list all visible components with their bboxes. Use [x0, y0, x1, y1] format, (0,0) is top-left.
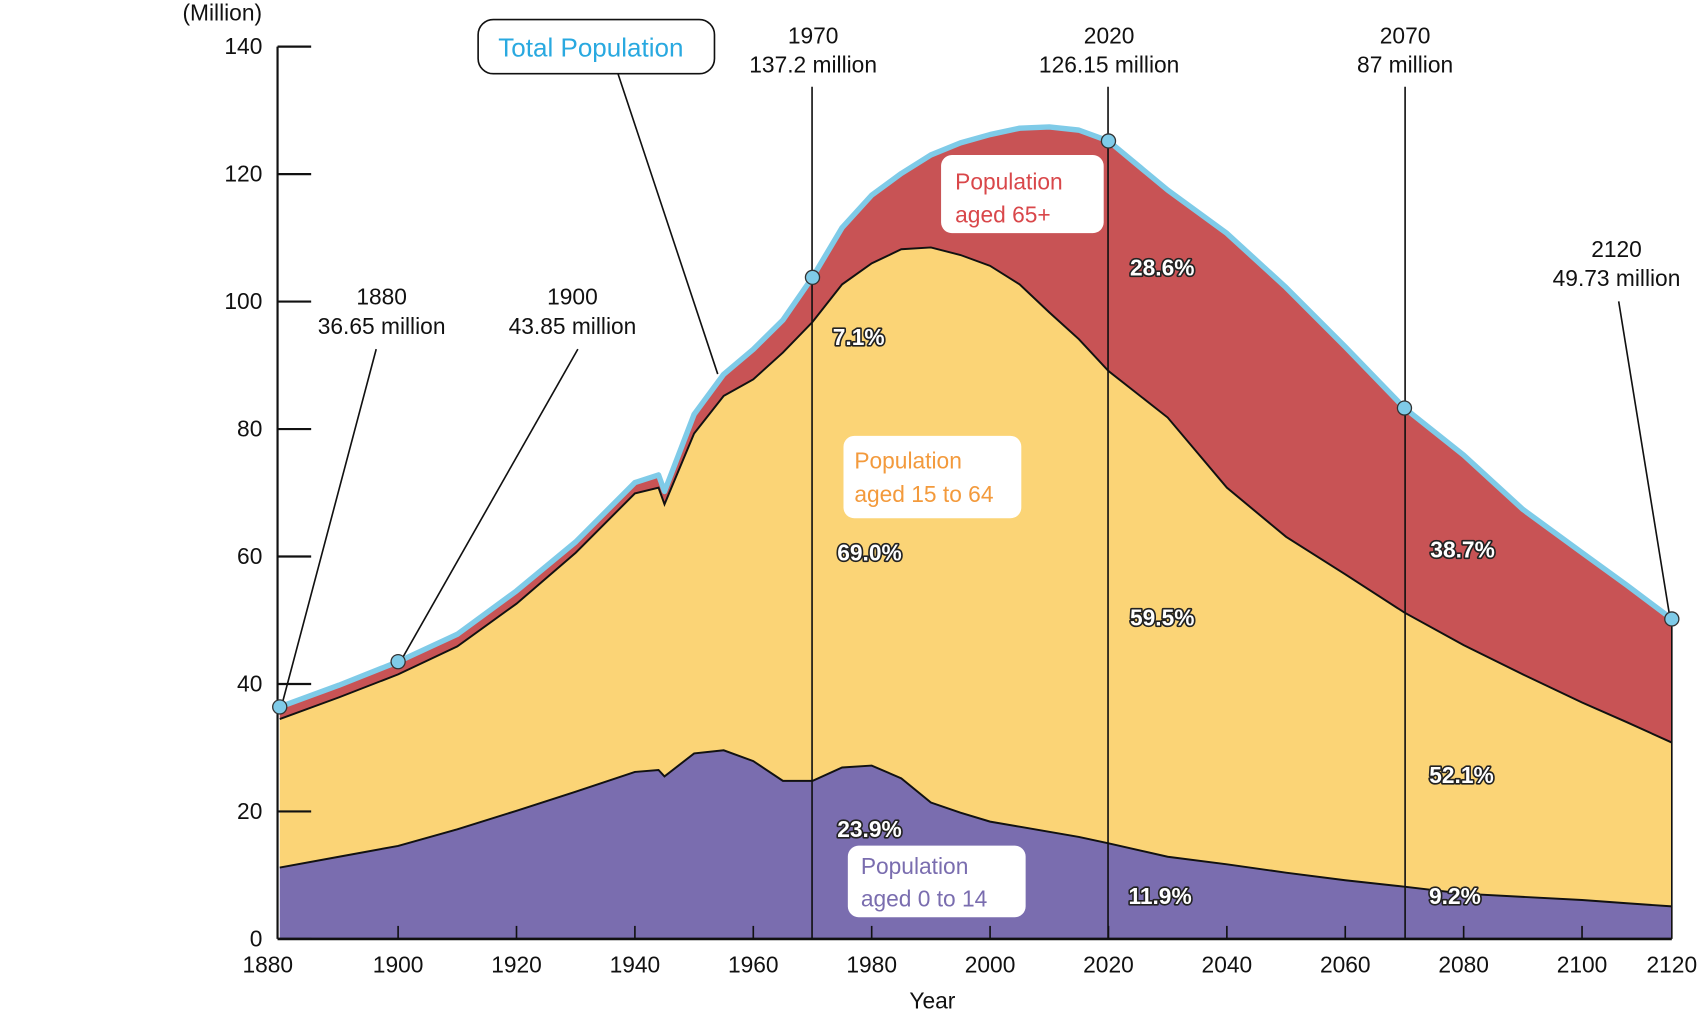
- marker-1880-value: 36.65 million: [318, 313, 446, 339]
- pct-1970-15to64: 69.0%: [837, 540, 902, 566]
- leader-1900: [400, 348, 579, 661]
- stacked-areas: [279, 126, 1672, 939]
- marker-point-1900: [390, 653, 406, 670]
- label-15to64-line2: aged 15 to 64: [854, 481, 993, 507]
- pct-2070-65plus: 38.7%: [1430, 536, 1495, 562]
- label-65plus-line2: aged 65+: [955, 201, 1051, 227]
- x-axis-label: Year: [909, 987, 955, 1013]
- y-tick-label: 20: [237, 798, 262, 824]
- label-15to64-line1: Population: [854, 447, 962, 473]
- y-tick-label: 60: [237, 543, 262, 569]
- marker-2070-value: 87 million: [1357, 52, 1453, 78]
- x-tick-label: 2120: [1646, 952, 1697, 978]
- boundary-line: [279, 749, 1672, 908]
- marker-2120-value: 49.73 million: [1553, 265, 1681, 291]
- x-ticks: 1880 1900 1920 1940 1960 1980 2000 2020 2040 2060…: [242, 925, 1697, 978]
- pct-2020-65plus: 28.6%: [1130, 254, 1195, 280]
- label-box-0to14: [847, 845, 1026, 918]
- marker-point-2020: [1100, 133, 1117, 149]
- y-ticks: 0 20 40 60 80 100 120 140: [224, 33, 312, 952]
- area-population-aged-0-to-14: [279, 750, 1672, 939]
- marker-2120-year: 2120: [1591, 236, 1642, 262]
- label-box-15to64: [843, 435, 1022, 519]
- marker-1900-year: 1900: [547, 284, 598, 310]
- pct-2070-0to14: 9.2%: [1429, 883, 1481, 909]
- x-tick-label: 1880: [242, 952, 293, 978]
- label-0to14-line1: Population: [861, 853, 969, 879]
- marker-points: [272, 133, 1680, 715]
- y-tick-label: 140: [224, 33, 262, 59]
- area-population-aged-15-to-64: [279, 247, 1672, 907]
- label-0to14-line2: aged 0 to 14: [861, 885, 988, 911]
- y-tick-label: 40: [237, 671, 262, 697]
- pct-1970-65plus: 7.1%: [833, 324, 885, 350]
- boundary-line: [279, 246, 1673, 744]
- marker-1880-year: 1880: [356, 284, 407, 310]
- marker-1970-year: 1970: [788, 22, 839, 48]
- x-tick-label: 1920: [491, 952, 542, 978]
- marker-point-1880: [272, 699, 288, 715]
- pct-1970-0to14: 23.9%: [837, 816, 902, 842]
- marker-point-1970: [804, 269, 821, 286]
- marker-1900-value: 43.85 million: [509, 313, 637, 339]
- marker-2020-year: 2020: [1084, 22, 1135, 48]
- y-tick-label: 80: [237, 416, 262, 442]
- area-boundaries: [279, 246, 1673, 939]
- x-tick-label: 1960: [728, 952, 779, 978]
- y-tick-label: 120: [224, 161, 262, 187]
- marker-2020-value: 126.15 million: [1039, 52, 1179, 78]
- leader-2120: [1617, 301, 1671, 616]
- y-tick-label: 0: [250, 926, 263, 952]
- pct-2020-15to64: 59.5%: [1130, 605, 1195, 631]
- marker-1970-value: 137.2 million: [749, 52, 877, 78]
- total-population-line: [278, 124, 1674, 710]
- leader-1880: [281, 348, 377, 705]
- x-tick-label: 1940: [610, 952, 661, 978]
- label-box-65plus: [941, 155, 1104, 234]
- area-population-aged-65-: [279, 126, 1672, 743]
- x-tick-label: 1900: [373, 952, 424, 978]
- x-tick-label: 2040: [1202, 952, 1253, 978]
- marker-point-2120: [1664, 611, 1680, 627]
- y-axis-label: (Million): [182, 0, 262, 26]
- x-tick-label: 2060: [1320, 952, 1371, 978]
- x-tick-label: 1980: [846, 952, 897, 978]
- label-65plus-line1: Population: [955, 169, 1063, 195]
- total-population-callout: [477, 18, 716, 75]
- pct-2070-15to64: 52.1%: [1429, 762, 1494, 788]
- x-tick-label: 2020: [1083, 952, 1134, 978]
- y-tick-label: 100: [224, 288, 262, 314]
- pct-2020-0to14: 11.9%: [1128, 883, 1191, 909]
- total-population-label: Total Population: [498, 32, 683, 62]
- x-tick-label: 2080: [1438, 952, 1489, 978]
- marker-2070-year: 2070: [1380, 22, 1431, 48]
- marker-point-2070: [1396, 400, 1413, 416]
- x-tick-label: 2000: [965, 952, 1016, 978]
- leader-total: [617, 73, 719, 375]
- x-tick-label: 2100: [1557, 952, 1608, 978]
